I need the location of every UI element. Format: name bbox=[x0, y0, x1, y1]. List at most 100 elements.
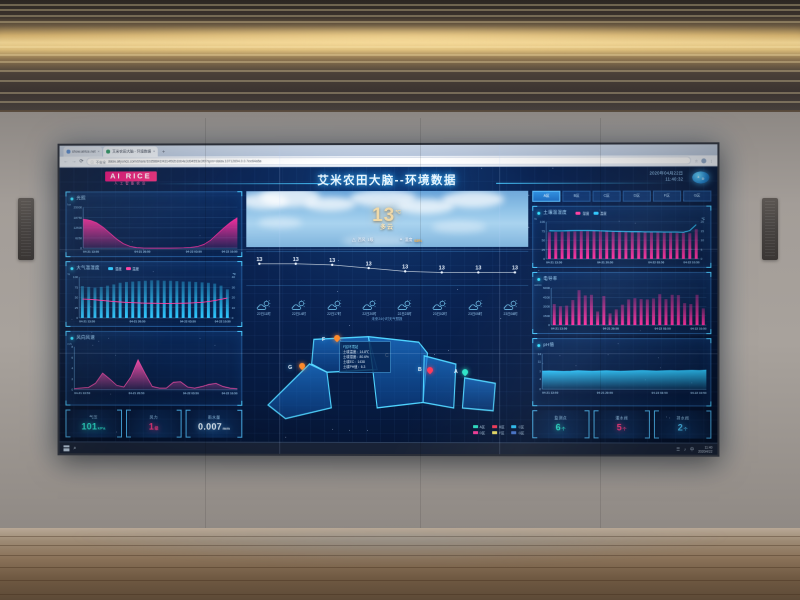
star-icon[interactable]: ☆ bbox=[694, 157, 699, 163]
x-tick-label: 04-21 20:50 bbox=[603, 326, 619, 330]
search-icon[interactable]: ⌕ bbox=[73, 444, 77, 451]
forecast-item[interactable]: 22日11时 bbox=[256, 298, 271, 316]
back-icon[interactable]: ← bbox=[63, 158, 69, 165]
volume-icon[interactable]: ♪ bbox=[683, 446, 686, 452]
led-video-wall: show.airice.net × 艾米农田大脑 - 环境数据 × + ← → … bbox=[57, 142, 720, 457]
bar bbox=[99, 286, 103, 318]
y-axis-unit: % bbox=[67, 272, 70, 276]
bullet-icon bbox=[537, 343, 541, 347]
x-tick-label: 04-22 03:50 bbox=[180, 319, 196, 323]
forward-icon[interactable]: → bbox=[71, 158, 77, 165]
y-tick-label: 0 bbox=[543, 257, 545, 261]
avatar[interactable] bbox=[701, 157, 707, 163]
floor-plank-line bbox=[0, 555, 800, 556]
forecast-point bbox=[331, 263, 334, 267]
x-tick-label: 04-22 10:50 bbox=[222, 391, 238, 395]
legend-label: C区 bbox=[518, 424, 525, 429]
bar bbox=[571, 300, 575, 326]
chart-ph: 0 4 7 11 14 04-21 13:50 04-21 20:50 04-22 03:50… bbox=[533, 349, 710, 397]
floor-plank-line bbox=[0, 580, 800, 581]
map-marker-A[interactable] bbox=[460, 367, 470, 377]
humidity-info: ◓ 湿度 68% bbox=[400, 237, 423, 243]
y-tick-label: 0 bbox=[539, 387, 541, 391]
forecast-item[interactable]: 23日05时 bbox=[467, 298, 483, 316]
map-tooltip: F区环境站 土壤温度：14.8℃ 土壤湿度：80.6% 土壤EC：1438 bbox=[339, 340, 391, 373]
bar bbox=[169, 281, 173, 319]
stat-value: 1级 bbox=[148, 421, 159, 432]
windows-icon[interactable] bbox=[63, 444, 70, 451]
stat-number: 1 bbox=[148, 421, 155, 432]
close-icon[interactable]: × bbox=[153, 149, 156, 154]
y-tick-label: 7 bbox=[539, 370, 541, 374]
forecast-item[interactable]: 23日02时 bbox=[432, 298, 447, 316]
map-plot-A bbox=[461, 376, 496, 411]
y-tick-label: 50 bbox=[542, 238, 546, 242]
network-icon[interactable]: ☰ bbox=[676, 446, 680, 452]
y2-tick-label: 0 bbox=[701, 257, 703, 261]
panel-air-temp-humidity: 大气温湿度 湿度 温度 bbox=[65, 261, 243, 327]
zone-tab-A区[interactable]: A区 bbox=[532, 190, 561, 202]
panel-title: 土壤温湿度 bbox=[543, 210, 567, 216]
stat-value: 5个 bbox=[617, 422, 627, 432]
close-icon[interactable]: × bbox=[97, 149, 100, 154]
forecast-item[interactable]: 23日08时 bbox=[502, 298, 518, 316]
map-legend-item[interactable]: A区 bbox=[472, 424, 486, 429]
bar bbox=[637, 231, 641, 259]
map-legend-item[interactable]: D区 bbox=[472, 430, 485, 435]
new-tab-button[interactable]: + bbox=[162, 149, 165, 156]
chart-soil-temp-humidity: % ℃ 0 25 50 75 100 0 5 10 15 20 04-21 13:50 04-21 20:… bbox=[533, 217, 710, 267]
y2-tick-label: 20 bbox=[701, 220, 705, 224]
stat-unit: kPa bbox=[97, 425, 106, 431]
forecast-item[interactable]: 22日17时 bbox=[327, 298, 342, 316]
stat-label: 排水阀 bbox=[676, 416, 690, 421]
x-tick-label: 04-21 20:50 bbox=[134, 250, 150, 254]
forecast-temp: 13 bbox=[402, 265, 408, 271]
stat-label: 雨水量 bbox=[207, 415, 221, 420]
reload-icon[interactable]: ⟳ bbox=[79, 158, 84, 165]
bar bbox=[620, 304, 624, 326]
y-tick-label: 0 bbox=[71, 388, 73, 392]
zone-tab-B区[interactable]: B区 bbox=[562, 190, 591, 202]
forecast-item[interactable]: 22日14时 bbox=[292, 298, 307, 316]
bar bbox=[143, 280, 147, 318]
bar bbox=[611, 231, 615, 259]
map-legend-item[interactable]: G区 bbox=[511, 430, 524, 435]
map-marker-B[interactable] bbox=[425, 365, 435, 375]
panel-header: 土壤温湿度 湿度 温度 bbox=[533, 207, 710, 217]
stat-drain-valves: 排水阀 2个 bbox=[654, 410, 712, 439]
stat-number: 6 bbox=[555, 422, 561, 433]
forecast-temp: 13 bbox=[512, 266, 518, 272]
map-legend-item[interactable]: C区 bbox=[511, 424, 525, 429]
panel-ph: pH值 0 4 7 11 14 04-21 13:50 04-21 20:50 04-22 0… bbox=[532, 338, 712, 407]
zone-tab-F区[interactable]: F区 bbox=[652, 190, 682, 202]
sun-behind-cloud-icon bbox=[292, 298, 307, 311]
farm-map[interactable]: F G C B A F区环境站 bbox=[246, 323, 528, 438]
forecast-item[interactable]: 22日20时 bbox=[362, 298, 377, 316]
stat-wind-force: 风力 1级 bbox=[125, 409, 182, 438]
more-icon[interactable]: ⋮ bbox=[709, 157, 714, 163]
bar bbox=[131, 281, 135, 318]
browser-tab-1[interactable]: show.airice.net × bbox=[63, 146, 103, 157]
forecast-point bbox=[403, 270, 407, 273]
bar bbox=[701, 308, 705, 326]
map-marker-G[interactable] bbox=[297, 361, 307, 371]
bar bbox=[87, 286, 91, 318]
browser-tab-2[interactable]: 艾米农田大脑 - 环境数据 × bbox=[103, 146, 159, 157]
browser-tab-1-title: show.airice.net bbox=[72, 149, 96, 154]
droplet-icon: ◓ bbox=[399, 236, 403, 243]
taskbar-clock[interactable]: 11:40 2020/4/22 bbox=[698, 445, 712, 453]
chart-legend: 湿度 温度 bbox=[575, 210, 607, 216]
stat-monitor-points: 监测点 6个 bbox=[532, 410, 590, 439]
zone-tab-D区[interactable]: D区 bbox=[622, 190, 652, 202]
forecast-item[interactable]: 22日23时 bbox=[397, 298, 412, 316]
zone-tab-G区[interactable]: G区 bbox=[682, 190, 712, 202]
x-tick-label: 04-22 03:50 bbox=[186, 250, 202, 254]
zone-tab-C区[interactable]: C区 bbox=[592, 190, 621, 202]
bar bbox=[560, 231, 564, 259]
humidity-label: 湿度 bbox=[404, 236, 413, 242]
ime-icon[interactable]: 中 bbox=[690, 446, 695, 452]
wind-icon: △ bbox=[351, 237, 356, 244]
panel-header: 大气温湿度 湿度 温度 bbox=[66, 262, 241, 272]
ceiling bbox=[0, 0, 800, 118]
y2-tick-label: 5 bbox=[701, 248, 703, 252]
